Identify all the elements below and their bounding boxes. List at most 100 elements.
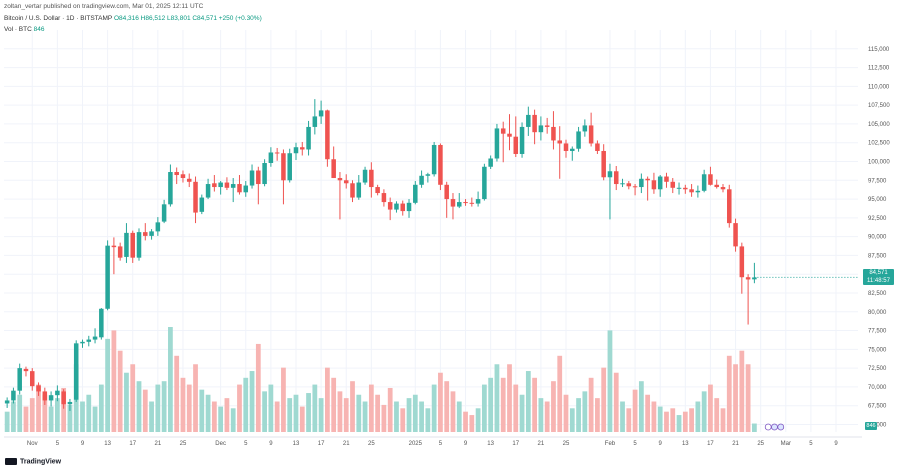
- volume-bar: [450, 391, 456, 432]
- volume-bar: [161, 381, 167, 432]
- candle-body: [651, 180, 657, 190]
- candle-body: [632, 186, 638, 188]
- volume-bar: [676, 415, 682, 432]
- candle-body: [570, 148, 575, 151]
- volume-bar: [80, 401, 85, 432]
- volume-bar: [36, 384, 41, 432]
- x-tick-label: 9: [659, 441, 663, 447]
- candle-body: [607, 171, 613, 178]
- candle-body: [143, 232, 148, 236]
- volume-bar: [481, 384, 487, 432]
- volume-bar: [431, 384, 437, 432]
- candle-body: [180, 174, 186, 179]
- volume-bar: [54, 398, 60, 432]
- candle-body: [281, 153, 286, 181]
- y-tick-label: 77,500: [868, 329, 887, 335]
- volume-bar: [488, 377, 494, 432]
- candle-body: [29, 371, 35, 387]
- volume-bar: [607, 330, 613, 432]
- candle-body: [168, 172, 173, 205]
- x-tick-label: Nov: [27, 441, 38, 447]
- volume-bar: [551, 381, 556, 432]
- ohlc-values: O84,316 H86,512 L83,801 C84,571 +250 (+0…: [113, 15, 262, 22]
- volume-bar: [456, 401, 462, 432]
- volume-bar: [381, 404, 387, 432]
- volume-bar: [230, 408, 236, 432]
- volume-bar: [375, 394, 381, 432]
- volume-bar: [98, 384, 104, 432]
- volume-bar: [544, 401, 550, 432]
- volume-bar: [237, 384, 242, 432]
- candle-body: [17, 368, 22, 391]
- candle-body: [538, 125, 544, 133]
- candle-body: [130, 232, 135, 258]
- volume-bar: [325, 367, 330, 432]
- volume-bar: [155, 384, 161, 432]
- volume-bar: [708, 384, 713, 432]
- y-tick-label: 97,500: [868, 178, 887, 184]
- current-price-value: 84,571: [869, 270, 888, 277]
- volume-bar: [306, 393, 311, 432]
- candle-body: [563, 143, 569, 151]
- volume-bar: [368, 384, 374, 432]
- y-tick-label: 67,500: [868, 404, 887, 410]
- volume-bar: [726, 355, 732, 432]
- candle-body: [99, 308, 104, 338]
- x-tick-label: 13: [293, 441, 300, 447]
- volume-bar: [287, 398, 293, 432]
- y-tick-label: 115,000: [868, 47, 890, 53]
- volume-bar: [576, 398, 581, 432]
- volume-bar: [463, 411, 468, 432]
- candle-body: [343, 180, 349, 184]
- candle-body: [67, 401, 73, 405]
- candle-body: [626, 183, 632, 187]
- volume-bar: [638, 381, 644, 432]
- volume-bar: [632, 389, 638, 432]
- x-tick-label: 9: [81, 441, 85, 447]
- volume-bar: [224, 398, 230, 432]
- volume-bar: [149, 401, 154, 432]
- volume-bar: [563, 394, 569, 432]
- candle-body: [243, 185, 249, 193]
- candle-body: [36, 385, 41, 392]
- volume-bar: [142, 389, 148, 432]
- publisher-line: zoltan_vertar published on tradingview.c…: [4, 3, 204, 10]
- tradingview-logo-icon: [5, 458, 17, 465]
- volume-bar: [695, 401, 701, 432]
- candle-body: [645, 178, 650, 181]
- volume-bar: [17, 394, 23, 432]
- x-tick-label: 5: [56, 441, 60, 447]
- candle-body: [149, 231, 154, 236]
- candle-body: [475, 199, 481, 204]
- volume-bar: [745, 364, 751, 432]
- volume-bar: [701, 391, 707, 432]
- event-marker-icon: [764, 423, 772, 431]
- candle-body: [356, 182, 362, 198]
- volume-bar: [186, 384, 192, 432]
- volume-bar: [613, 372, 619, 432]
- volume-bar: [312, 384, 318, 432]
- volume-bar: [419, 401, 424, 432]
- candle-body: [557, 140, 562, 144]
- volume-bar: [387, 387, 393, 432]
- volume-bar: [211, 401, 217, 432]
- candle-body: [136, 232, 142, 258]
- volume-bar: [513, 384, 519, 432]
- candle-body: [4, 400, 10, 404]
- candle-body: [727, 189, 732, 224]
- candle-body: [676, 187, 682, 189]
- candle-body: [482, 166, 487, 200]
- volume-bar: [42, 394, 48, 432]
- volume-bar: [620, 401, 625, 432]
- candle-body: [48, 395, 54, 401]
- volume-bar: [168, 327, 173, 432]
- x-tick-label: 21: [538, 441, 545, 447]
- y-tick-label: 72,500: [868, 366, 887, 372]
- candle-body: [249, 170, 255, 186]
- candle-body: [500, 128, 506, 134]
- candle-body: [507, 133, 512, 137]
- candle-body: [425, 174, 431, 176]
- candle-body: [657, 176, 663, 190]
- volume-bar: [714, 398, 720, 432]
